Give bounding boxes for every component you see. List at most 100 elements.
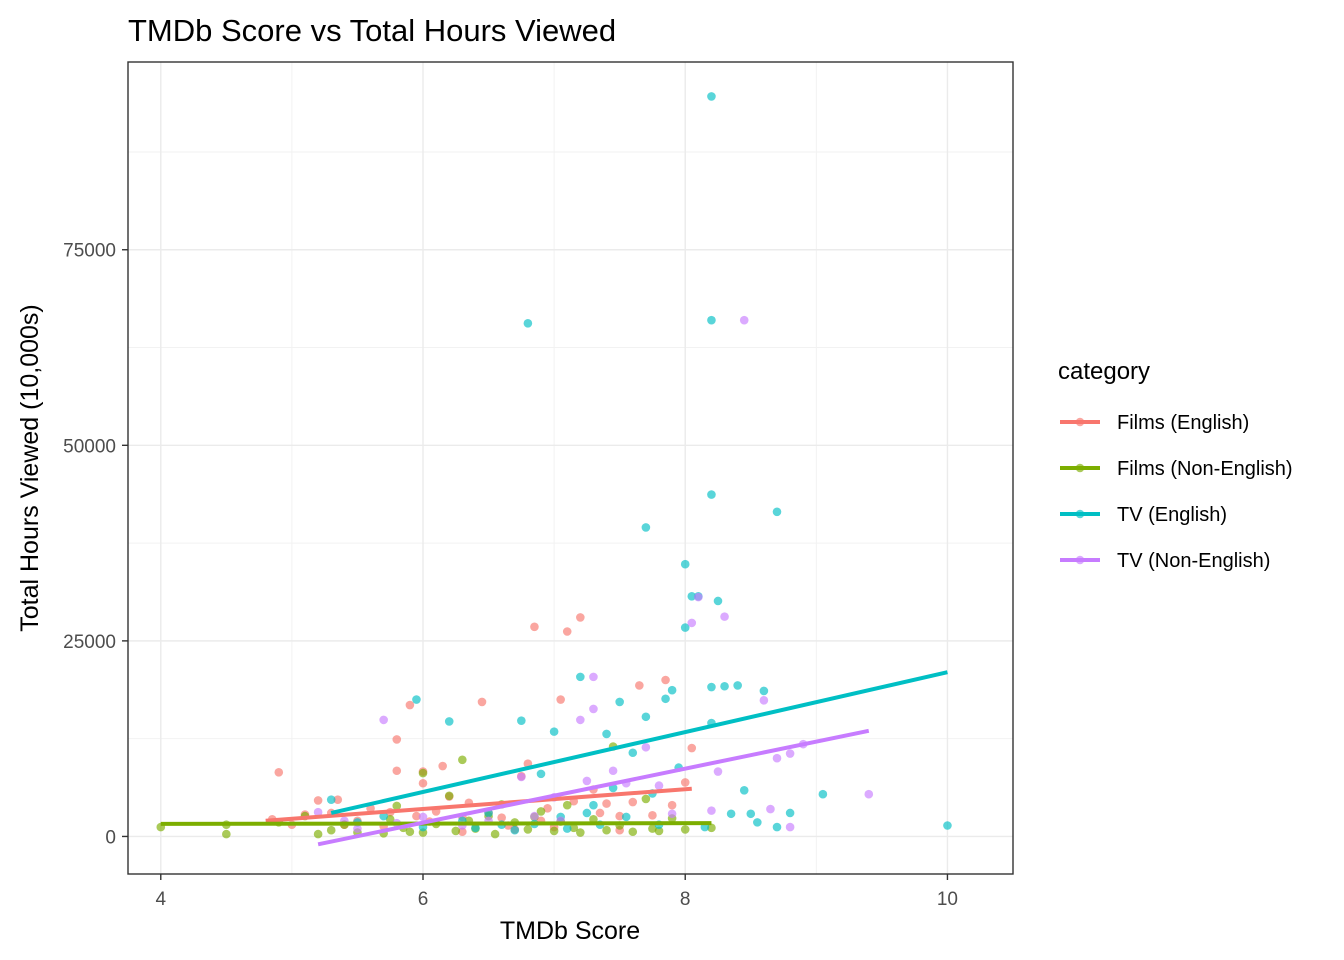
data-point — [680, 825, 690, 834]
data-point — [274, 768, 284, 777]
data-point — [517, 716, 526, 725]
y-tick-label: 25000 — [63, 632, 116, 653]
data-point — [438, 761, 447, 771]
data-point — [720, 612, 729, 621]
data-point — [635, 681, 644, 690]
data-point — [392, 735, 402, 744]
data-point — [785, 749, 795, 758]
legend-label: TV (English) — [1117, 504, 1227, 526]
data-point — [589, 672, 598, 682]
data-point — [766, 804, 775, 814]
data-point — [582, 808, 592, 818]
data-point — [733, 681, 742, 690]
data-point — [654, 826, 664, 836]
data-point — [772, 822, 782, 832]
legend: category Films (English) Films (Non-Engli… — [1058, 358, 1293, 572]
data-point — [549, 826, 559, 836]
data-point — [333, 795, 343, 804]
data-point — [628, 797, 638, 807]
plot-background — [128, 62, 1013, 874]
data-point — [707, 490, 716, 499]
data-point — [615, 697, 624, 707]
data-point — [707, 823, 716, 833]
data-point — [562, 627, 572, 636]
legend-key-point — [1075, 417, 1085, 427]
data-point — [687, 591, 697, 601]
data-point — [458, 755, 467, 765]
data-point — [530, 811, 539, 821]
data-point — [595, 808, 605, 818]
data-point — [326, 825, 336, 835]
data-point — [720, 681, 729, 691]
data-point — [739, 315, 749, 325]
data-point — [739, 785, 749, 795]
data-point — [667, 809, 677, 819]
data-point — [543, 803, 552, 813]
data-point — [405, 700, 415, 710]
data-point — [222, 829, 231, 839]
legend-title: category — [1058, 358, 1150, 385]
data-point — [477, 697, 487, 707]
data-point — [759, 686, 769, 696]
data-point — [392, 766, 402, 776]
trend-line — [330, 670, 948, 815]
y-tick-label: 75000 — [63, 241, 116, 262]
trend-line — [265, 786, 692, 823]
data-point — [772, 753, 782, 763]
data-point — [418, 778, 428, 788]
y-axis-title: Total Hours Viewed (10,000s) — [16, 304, 44, 632]
data-point — [444, 791, 454, 801]
data-point — [661, 694, 670, 704]
data-point — [589, 800, 598, 810]
data-point — [405, 827, 415, 837]
data-point — [621, 812, 631, 822]
data-point — [785, 822, 795, 832]
data-point — [772, 507, 782, 517]
data-point — [608, 766, 618, 776]
data-point — [628, 827, 638, 837]
plot-border — [127, 61, 1014, 875]
data-point — [680, 778, 690, 787]
y-axis: 0 25000 50000 75000 — [63, 241, 128, 848]
data-point — [569, 823, 579, 833]
data-point — [661, 675, 670, 685]
data-point — [379, 715, 388, 725]
data-point — [864, 789, 874, 799]
data-point — [726, 809, 736, 819]
data-point — [589, 704, 598, 714]
trend-line — [317, 728, 870, 847]
data-point — [313, 796, 323, 805]
trend-line — [160, 821, 712, 826]
data-point — [713, 596, 723, 606]
data-point — [602, 825, 611, 835]
data-point — [313, 829, 323, 839]
data-point — [418, 812, 428, 822]
legend-key-point — [1075, 509, 1085, 519]
x-axis-title: TMDb Score — [500, 917, 640, 945]
data-point — [523, 318, 533, 328]
legend-key-point — [1075, 463, 1085, 473]
chart-title: TMDb Score vs Total Hours Viewed — [128, 13, 616, 48]
data-point — [418, 768, 428, 778]
x-tick-label: 4 — [155, 889, 166, 910]
data-point — [746, 809, 756, 819]
data-point — [582, 776, 592, 786]
data-point — [490, 829, 500, 839]
x-axis: 4 6 8 10 — [155, 874, 958, 910]
minor-gridlines — [128, 62, 1013, 874]
data-point — [556, 695, 565, 704]
data-point — [412, 811, 421, 821]
data-point — [326, 795, 336, 804]
data-point — [641, 742, 651, 752]
data-point — [517, 772, 526, 782]
data-point — [707, 315, 716, 325]
legend-key-point — [1075, 555, 1085, 565]
data-point — [667, 685, 677, 695]
data-point — [458, 827, 467, 837]
data-point — [392, 801, 402, 811]
data-point — [687, 743, 697, 753]
data-point — [687, 618, 697, 628]
data-point — [444, 717, 454, 726]
data-point — [943, 821, 952, 830]
